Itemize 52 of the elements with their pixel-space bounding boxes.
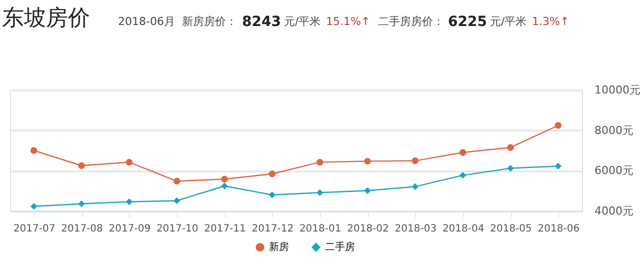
x-tick-label: 2018-01 [299,224,342,234]
y-tick-label: 10000元 [594,84,640,96]
x-tick-label: 2018-04 [442,224,484,234]
point [459,149,466,156]
text: 6225 [448,14,487,30]
legend-label: 二手房 [325,241,355,254]
point [364,187,371,194]
point [459,172,466,179]
x-tick-label: 2017-08 [61,224,103,234]
text: 元/平米 [284,15,321,28]
point [412,157,419,164]
point [507,144,514,151]
point [126,158,133,166]
point [268,192,276,198]
point [173,197,180,204]
text: 元/平米 [490,15,527,28]
point [316,189,324,196]
text: 8243 [242,14,281,30]
point [554,162,562,170]
point [221,182,228,190]
text: 2018-06月 [118,15,175,28]
point [173,178,180,184]
point [30,147,38,154]
y-tick-label: 8000元 [594,124,634,137]
point [507,164,514,172]
text: 15.1%↑ [326,15,370,28]
point [412,183,419,190]
legend-label: 新房 [269,241,289,254]
x-tick-label: 2017-11 [204,224,246,234]
text: 二手房房价： [378,15,444,28]
x-tick-label: 2018-02 [347,224,389,234]
y-tick-label: 4000元 [594,204,634,218]
y-tick-label: 6000元 [594,164,634,178]
point [78,162,85,169]
x-tick-label: 2017-10 [156,224,198,234]
point [78,200,85,208]
chart-title: 东坡房价 [2,6,90,31]
point [316,158,324,166]
point [30,203,38,210]
point [221,176,228,182]
x-tick-label: 2017-12 [252,224,294,234]
x-tick-label: 2018-05 [490,224,532,234]
point [126,198,133,206]
point [268,170,276,178]
point [554,122,562,129]
x-tick-label: 2017-07 [13,224,56,234]
x-tick-label: 2017-09 [108,224,151,234]
text: 1.3%↑ [532,15,570,28]
point [364,158,371,165]
text: 新房房价： [182,15,237,28]
x-tick-label: 2018-06 [538,224,580,234]
x-tick-label: 2018-03 [394,224,437,234]
